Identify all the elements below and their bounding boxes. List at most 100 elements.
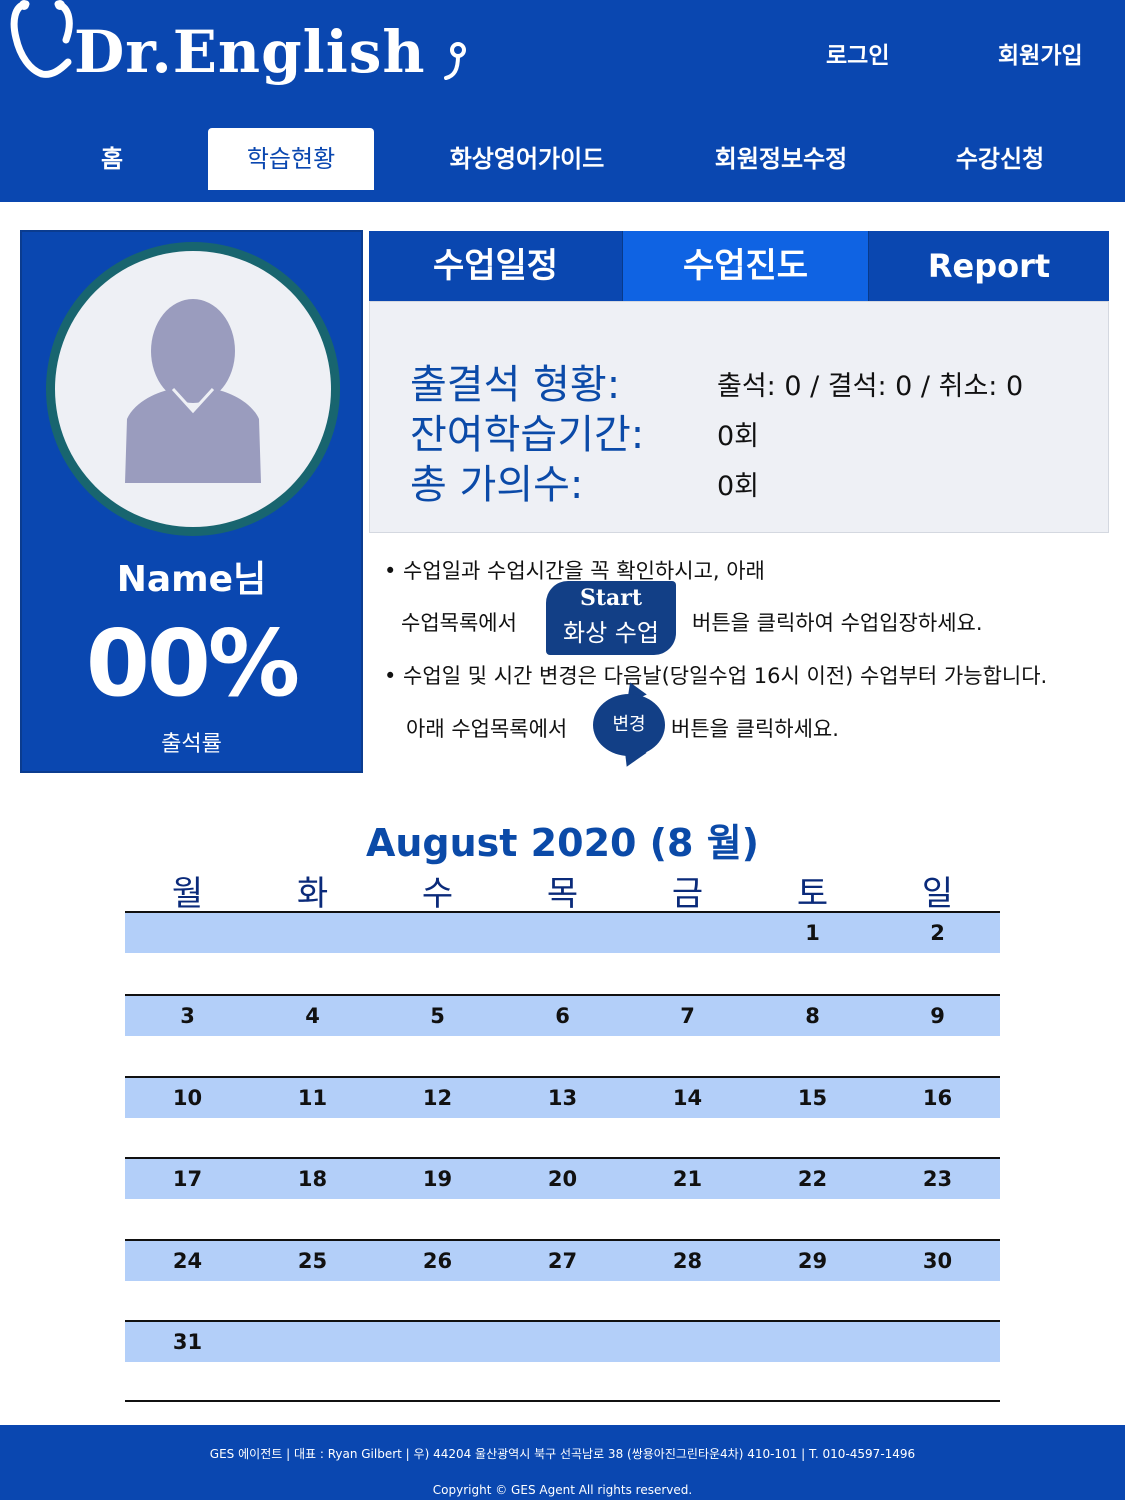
calendar-day[interactable]: 2 <box>930 921 945 945</box>
calendar-day[interactable]: 27 <box>547 1249 578 1273</box>
calendar-day[interactable]: 3 <box>180 1004 195 1028</box>
note-line-1: • 수업일과 수업시간을 꼭 확인하시고, 아래 <box>384 559 765 583</box>
stats-panel: 출결석 형황: 출석: 0 / 결석: 0 / 취소: 0 잔여학습기간: 0회… <box>369 301 1109 533</box>
signup-link[interactable]: 회원가입 <box>998 43 1083 69</box>
calendar-day[interactable]: 12 <box>422 1086 453 1110</box>
calendar-week: 3 4 5 6 7 8 9 <box>125 994 1000 1076</box>
attendance-rate-label: 출석률 <box>161 732 222 757</box>
calendar-day[interactable]: 25 <box>297 1249 328 1273</box>
weekday-sun: 일 <box>921 874 954 914</box>
calendar-day[interactable]: 16 <box>922 1086 953 1110</box>
footer-copyright: Copyright © GES Agent All rights reserve… <box>432 1483 693 1497</box>
change-schedule-button[interactable]: 변경 <box>593 694 665 756</box>
calendar-day[interactable]: 8 <box>805 1004 820 1028</box>
tab-progress[interactable]: 수업진도 <box>622 231 869 301</box>
calendar-week: 24 25 26 27 28 29 30 <box>125 1239 1000 1321</box>
calendar-day <box>375 1322 500 1362</box>
calendar-day <box>500 1322 625 1362</box>
profile-card: Name님 00% 출석률 <box>20 230 363 773</box>
stethoscope-tail-icon <box>444 42 466 80</box>
calendar-week: 17 18 19 20 21 22 23 <box>125 1157 1000 1239</box>
calendar-week-band <box>125 1159 1000 1199</box>
calendar-day[interactable]: 18 <box>297 1167 328 1191</box>
main-nav: 홈 학습현황 화상영어가이드 회원정보수정 수강신청 <box>0 128 1125 190</box>
weekday-fri: 금 <box>671 874 704 914</box>
stat-remaining-value: 0회 <box>717 421 760 452</box>
calendar-day <box>750 1322 875 1362</box>
calendar-day <box>375 913 500 953</box>
calendar-day[interactable]: 20 <box>547 1167 578 1191</box>
note-line-3: • 수업일 및 시간 변경은 다음날(당일수업 16시 이전) 수업부터 가능합… <box>384 664 1048 688</box>
attendance-rate: 00% <box>85 610 300 717</box>
site-header: Dr.English 로그인 회원가입 홈 학습현황 화상영어가이드 회원정보수… <box>0 0 1125 202</box>
calendar-day <box>625 1322 750 1362</box>
calendar-week-band <box>125 996 1000 1036</box>
calendar-week-band <box>125 913 1000 953</box>
calendar-day[interactable]: 5 <box>430 1004 445 1028</box>
profile-name: Name님 <box>116 559 267 600</box>
weekday-tue: 화 <box>296 874 329 914</box>
login-link[interactable]: 로그인 <box>826 43 890 69</box>
calendar-day <box>625 913 750 953</box>
stat-attendance-value: 출석: 0 / 결석: 0 / 취소: 0 <box>717 371 1024 402</box>
calendar-week-band <box>125 1322 1000 1362</box>
nav-home[interactable]: 홈 <box>100 145 124 173</box>
calendar-day[interactable]: 1 <box>805 921 820 945</box>
nav-enroll[interactable]: 수강신청 <box>955 145 1045 173</box>
calendar-day <box>250 913 375 953</box>
stethoscope-icon <box>10 0 73 78</box>
calendar-day[interactable]: 13 <box>547 1086 578 1110</box>
nav-edit-profile[interactable]: 회원정보수정 <box>714 145 848 173</box>
calendar-week-band <box>125 1078 1000 1118</box>
nav-video-guide[interactable]: 화상영어가이드 <box>449 145 605 173</box>
calendar-week-band <box>125 1241 1000 1281</box>
calendar-weekdays: 월 화 수 목 금 토 일 <box>125 866 1000 914</box>
tab-report[interactable]: Report <box>869 231 1109 301</box>
calendar-day[interactable]: 26 <box>422 1249 453 1273</box>
footer-company-info: GES 에이전트 | 대표 : Ryan Gilbert | 우) 44204 … <box>209 1447 916 1461</box>
note-line-4a: 아래 수업목록에서 <box>406 717 568 741</box>
calendar-day[interactable]: 31 <box>172 1330 203 1354</box>
calendar-day[interactable]: 15 <box>797 1086 828 1110</box>
calendar-day <box>125 913 250 953</box>
calendar-week: 31 <box>125 1320 1000 1402</box>
calendar-day[interactable]: 30 <box>922 1249 953 1273</box>
logo-text: Dr.English <box>74 18 426 86</box>
start-button-label-top: Start <box>579 585 643 611</box>
calendar-day[interactable]: 28 <box>672 1249 703 1273</box>
calendar-day <box>500 913 625 953</box>
calendar-day[interactable]: 11 <box>297 1086 328 1110</box>
calendar-day[interactable]: 23 <box>922 1167 953 1191</box>
weekday-mon: 월 <box>171 874 204 914</box>
calendar-day[interactable]: 24 <box>172 1249 203 1273</box>
calendar-day[interactable]: 29 <box>797 1249 828 1273</box>
note-line-2a: 수업목록에서 <box>401 611 517 635</box>
calendar-day[interactable]: 9 <box>930 1004 945 1028</box>
note-line-4b: 버튼을 클릭하세요. <box>671 717 839 741</box>
user-silhouette-icon <box>125 299 261 483</box>
calendar-day[interactable]: 4 <box>305 1004 320 1028</box>
start-button-label-bottom: 화상 수업 <box>563 619 659 647</box>
start-class-button[interactable]: Start 화상 수업 <box>546 581 676 655</box>
stat-total-value: 0회 <box>717 471 760 502</box>
calendar-day[interactable]: 17 <box>172 1167 203 1191</box>
stat-remaining-label: 잔여학습기간: <box>410 412 645 458</box>
calendar-day[interactable]: 14 <box>672 1086 703 1110</box>
weekday-thu: 목 <box>546 874 579 914</box>
nav-study-status[interactable]: 학습현황 <box>208 128 374 190</box>
tab-schedule[interactable]: 수업일정 <box>369 231 622 301</box>
weekday-wed: 수 <box>421 874 454 914</box>
stat-attendance-label: 출결석 형황: <box>410 362 621 408</box>
calendar-day[interactable]: 10 <box>172 1086 203 1110</box>
calendar-day[interactable]: 7 <box>680 1004 695 1028</box>
calendar-day <box>250 1322 375 1362</box>
calendar-day[interactable]: 21 <box>672 1167 703 1191</box>
content-tabs: 수업일정 수업진도 Report <box>369 231 1109 301</box>
calendar-day[interactable]: 22 <box>797 1167 828 1191</box>
calendar-week: 10 11 12 13 14 15 16 <box>125 1076 1000 1158</box>
calendar-bottom-border <box>125 1400 1000 1402</box>
calendar-day[interactable]: 19 <box>422 1167 453 1191</box>
avatar <box>46 242 340 536</box>
calendar-day[interactable]: 6 <box>555 1004 570 1028</box>
